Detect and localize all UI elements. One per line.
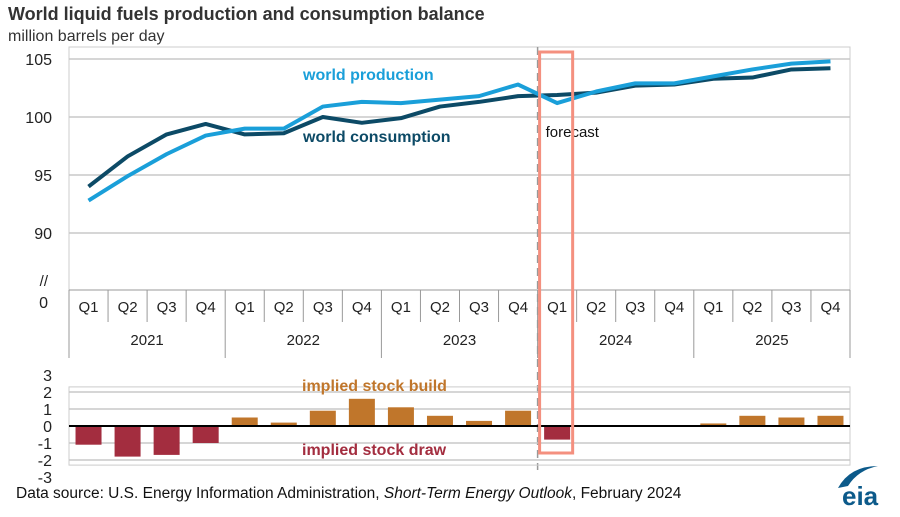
quarter-label: Q3 <box>625 299 645 316</box>
y-tick-label: -1 <box>38 436 52 453</box>
stock-bar <box>231 417 258 426</box>
quarter-label: Q1 <box>79 299 99 316</box>
year-label: 2023 <box>443 332 476 349</box>
y-tick-label: -2 <box>38 453 52 470</box>
y-tick-label: 3 <box>43 368 52 385</box>
source-publication: Short-Term Energy Outlook <box>383 485 572 502</box>
quarter-label: Q1 <box>703 299 723 316</box>
draw-label: implied stock draw <box>302 442 447 459</box>
stock-bar <box>114 426 141 457</box>
quarter-label: Q4 <box>352 299 372 316</box>
y-tick-label: -3 <box>38 470 52 487</box>
stock-bar <box>700 423 727 426</box>
y-tick-label: 100 <box>25 110 52 127</box>
quarter-label: Q4 <box>196 299 216 316</box>
chart-subtitle: million barrels per day <box>8 28 165 45</box>
source-date: , February 2024 <box>571 485 682 502</box>
zero-label: 0 <box>39 295 48 312</box>
y-tick-label: 2 <box>43 385 52 402</box>
quarter-label: Q1 <box>547 299 567 316</box>
stock-bar <box>466 420 493 426</box>
year-label: 2021 <box>130 332 163 349</box>
quarter-label: Q2 <box>742 299 762 316</box>
quarter-label: Q1 <box>235 299 255 316</box>
year-label: 2022 <box>287 332 320 349</box>
stock-bar <box>270 422 297 426</box>
quarter-label: Q2 <box>274 299 294 316</box>
quarter-label: Q3 <box>313 299 333 316</box>
stock-bar <box>153 426 180 455</box>
stock-bar <box>387 407 414 426</box>
y-tick-label: 90 <box>34 226 52 243</box>
stock-bar <box>348 398 375 426</box>
series-label-production: world production <box>302 67 434 84</box>
series-line-world-consumption <box>87 66 831 189</box>
stock-bar <box>544 426 571 440</box>
stock-bar <box>426 415 453 426</box>
quarter-label: Q3 <box>157 299 177 316</box>
data-source: Data source: U.S. Energy Information Adm… <box>16 485 681 503</box>
year-label: 2024 <box>599 332 632 349</box>
top-plot-frame <box>68 46 851 291</box>
y-tick-label: 1 <box>43 402 52 419</box>
quarter-label: Q2 <box>430 299 450 316</box>
quarter-label: Q4 <box>664 299 684 316</box>
source-prefix: Data source: U.S. Energy Information Adm… <box>16 485 384 502</box>
quarter-label: Q3 <box>469 299 489 316</box>
eia-logo: eia <box>842 481 879 511</box>
stock-bar <box>739 415 766 426</box>
stock-bar <box>778 417 805 426</box>
quarter-label: Q2 <box>586 299 606 316</box>
stock-bar <box>309 410 336 426</box>
quarter-label: Q4 <box>820 299 840 316</box>
build-label: implied stock build <box>302 378 447 395</box>
y-tick-label: 95 <box>34 168 52 185</box>
chart-title: World liquid fuels production and consum… <box>8 4 485 24</box>
axis-break-label: // <box>40 273 49 290</box>
stock-bar <box>75 426 102 445</box>
quarter-label: Q4 <box>508 299 528 316</box>
quarter-label: Q1 <box>391 299 411 316</box>
stock-bar <box>505 410 532 426</box>
stock-bar <box>817 415 844 426</box>
year-label: 2025 <box>755 332 788 349</box>
highlight-box <box>538 50 575 455</box>
series-line-world-production <box>87 59 831 203</box>
y-tick-label: 0 <box>43 419 52 436</box>
quarter-label: Q2 <box>118 299 138 316</box>
eia-logo-swoosh <box>838 466 878 488</box>
stock-bar <box>192 426 219 443</box>
quarter-label: Q3 <box>781 299 801 316</box>
y-tick-label: 105 <box>25 52 52 69</box>
series-label-consumption: world consumption <box>302 129 451 146</box>
